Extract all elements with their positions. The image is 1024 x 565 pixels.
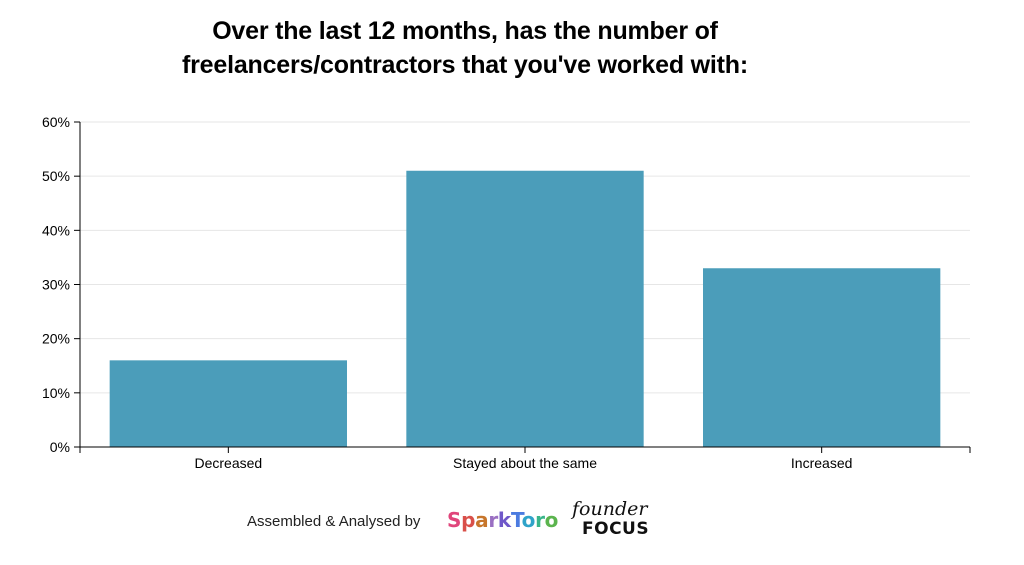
y-tick-label: 20% [42, 331, 70, 347]
y-tick-label: 10% [42, 385, 70, 401]
bar-decreased [109, 360, 348, 447]
x-tick-label: Stayed about the same [453, 455, 597, 471]
chart-title-line-1: Over the last 12 months, has the number … [212, 17, 718, 45]
y-tick-label: 0% [50, 439, 70, 455]
x-tick-label: Decreased [194, 455, 262, 471]
bar-chart: 0% 10% 20% 30% 40% 50% 60% Decreased Stayed abo… [42, 114, 971, 471]
y-tick-label: 50% [42, 168, 70, 184]
y-axis-ticks: 0% 10% 20% 30% 40% 50% 60% [42, 114, 80, 455]
footer: Assembled & Analysed by SparkToro founde… [0, 498, 1024, 550]
y-tick-label: 60% [42, 114, 70, 130]
x-axis-ticks: Decreased Stayed about the same Increased [194, 447, 852, 471]
bar-increased [703, 268, 941, 447]
sparktoro-logo[interactable]: SparkToro [447, 508, 559, 532]
founder-focus-logo[interactable]: founder FOCUS [572, 498, 650, 539]
x-tick-label: Increased [791, 455, 852, 471]
bar-stayed-about-the-same [406, 170, 644, 447]
y-tick-label: 30% [42, 277, 70, 293]
chart-title: Over the last 12 months, has the number … [0, 14, 930, 82]
credit-text: Assembled & Analysed by [247, 513, 421, 530]
chart-title-line-2: freelancers/contractors that you've work… [182, 51, 748, 79]
bars [109, 170, 941, 447]
y-tick-label: 40% [42, 222, 70, 238]
